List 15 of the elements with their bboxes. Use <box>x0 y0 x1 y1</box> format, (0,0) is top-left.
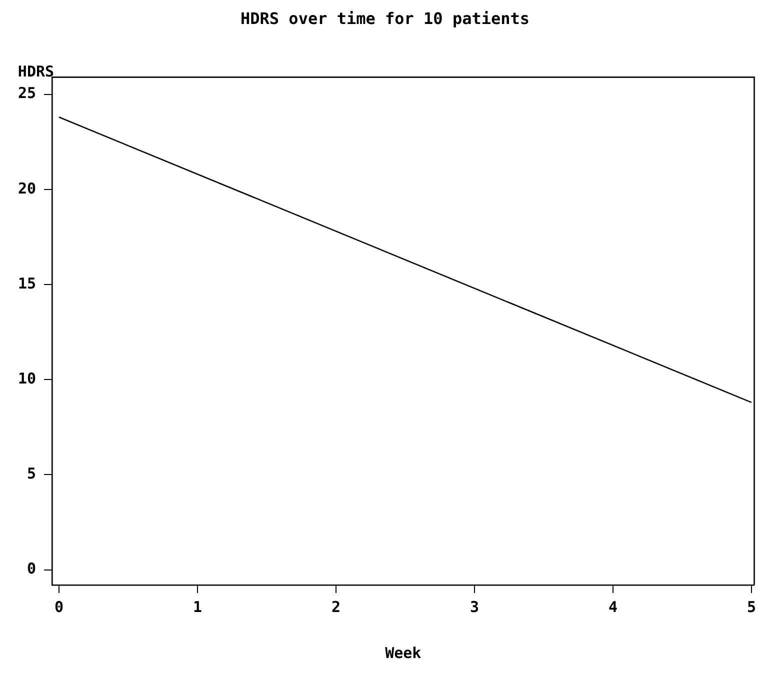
x-tick-label: 3 <box>470 598 479 616</box>
x-tick-label: 1 <box>192 598 202 616</box>
x-axis-title: Week <box>385 644 422 662</box>
x-tick-label: 2 <box>331 598 340 616</box>
y-tick-label: 15 <box>18 274 36 292</box>
chart-title: HDRS over time for 10 patients <box>240 8 530 28</box>
x-tick-label: 4 <box>608 598 618 616</box>
y-tick-label: 10 <box>18 369 36 388</box>
y-tick-label: 5 <box>27 464 36 483</box>
y-tick-label: 20 <box>18 179 36 198</box>
y-tick-label: 0 <box>27 560 36 578</box>
y-axis-title: HDRS <box>18 62 54 81</box>
x-tick-label: 5 <box>746 598 756 616</box>
x-tick-label: 0 <box>54 598 64 616</box>
y-tick-label: 25 <box>18 84 36 102</box>
